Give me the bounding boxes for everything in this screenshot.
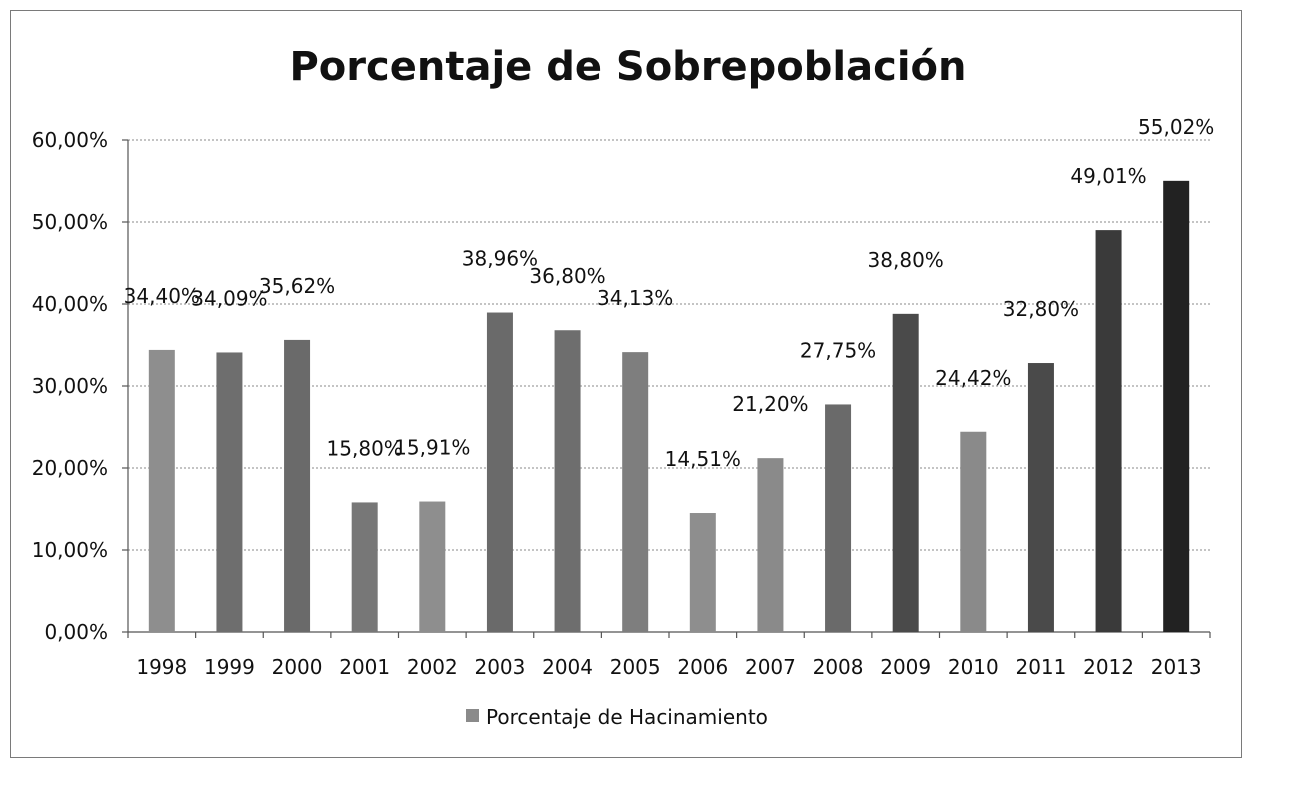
data-label-2001: 15,80%	[327, 436, 403, 460]
data-label-1999: 34,09%	[191, 286, 267, 310]
legend: Porcentaje de Hacinamiento	[466, 705, 768, 729]
data-label-2010: 24,42%	[935, 366, 1011, 390]
bar-2001	[351, 502, 378, 632]
x-tick-label: 2011	[1015, 655, 1066, 679]
y-tick-label: 30,00%	[32, 374, 108, 398]
x-axis-tick-labels: 1998 1999 2000 2001 2002 2003 2004 2005 2006 2007…	[127, 632, 1211, 679]
data-label-2006: 14,51%	[665, 447, 741, 471]
bar-2012	[1095, 230, 1122, 633]
y-axis-tick-labels: 0,00% 10,00% 20,00% 30,00% 40,00% 50,00% 60,00…	[32, 128, 128, 644]
bar-2004	[554, 330, 581, 632]
data-label-2013: 55,02%	[1138, 115, 1214, 139]
x-tick-label: 2010	[948, 655, 999, 679]
x-tick-label: 2006	[677, 655, 728, 679]
x-tick-label: 2013	[1151, 655, 1202, 679]
data-label-2000: 35,62%	[259, 274, 335, 298]
bar-2009	[892, 313, 919, 632]
x-tick-label: 2009	[880, 655, 931, 679]
data-label-2003: 38,96%	[462, 247, 538, 271]
bar-2007	[757, 458, 784, 632]
y-tick-label: 20,00%	[32, 456, 108, 480]
bar-2000	[284, 339, 311, 632]
y-tick-label: 60,00%	[32, 128, 108, 152]
legend-swatch	[466, 709, 479, 722]
data-label-2002: 15,91%	[394, 436, 470, 460]
bar-2005	[622, 352, 649, 632]
bar-1999	[216, 352, 243, 632]
bars	[148, 180, 1190, 633]
data-label-1998: 34,40%	[124, 284, 200, 308]
bar-2003	[486, 312, 513, 632]
data-label-2007: 21,20%	[732, 392, 808, 416]
bar-2002	[419, 501, 446, 632]
y-tick-label: 50,00%	[32, 210, 108, 234]
bar-2010	[960, 431, 987, 632]
x-tick-label: 2012	[1083, 655, 1134, 679]
bar-2011	[1027, 363, 1054, 632]
y-tick-label: 0,00%	[44, 620, 108, 644]
bar-2008	[825, 404, 852, 632]
x-tick-label: 2007	[745, 655, 796, 679]
x-tick-label: 2000	[272, 655, 323, 679]
chart-title: Porcentaje de Sobrepoblación	[289, 44, 966, 90]
data-label-2004: 36,80%	[529, 264, 605, 288]
data-label-2012: 49,01%	[1070, 164, 1146, 188]
x-tick-label: 2003	[474, 655, 525, 679]
x-tick-label: 1999	[204, 655, 255, 679]
x-tick-label: 2005	[610, 655, 661, 679]
data-labels: 34,40%34,09%35,62% 15,80%15,91% 38,96%36,8…	[124, 115, 1215, 471]
x-tick-label: 1998	[136, 655, 187, 679]
x-tick-label: 2001	[339, 655, 390, 679]
y-tick-label: 10,00%	[32, 538, 108, 562]
x-tick-label: 2008	[813, 655, 864, 679]
y-tick-label: 40,00%	[32, 292, 108, 316]
data-label-2011: 32,80%	[1003, 297, 1079, 321]
legend-label: Porcentaje de Hacinamiento	[486, 705, 768, 729]
bar-2013	[1163, 180, 1190, 632]
bar-1998	[148, 349, 175, 632]
x-tick-label: 2004	[542, 655, 593, 679]
data-label-2009: 38,80%	[868, 248, 944, 272]
x-tick-label: 2002	[407, 655, 458, 679]
data-label-2008: 27,75%	[800, 338, 876, 362]
data-label-2005: 34,13%	[597, 286, 673, 310]
bar-2006	[689, 513, 716, 632]
